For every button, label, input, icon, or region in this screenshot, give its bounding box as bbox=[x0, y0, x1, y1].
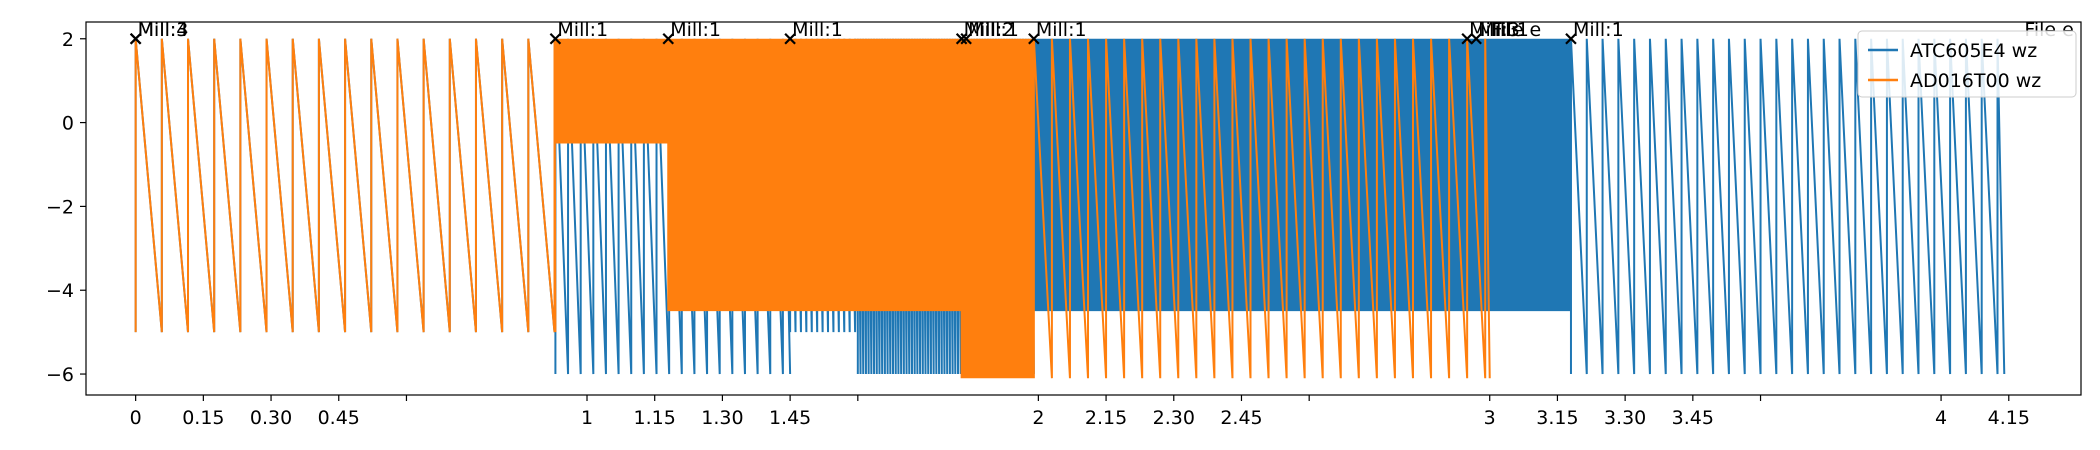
series-line-1 bbox=[134, 38, 1491, 379]
annotation-marker bbox=[1470, 32, 1482, 45]
annotation-label: Mill:1 bbox=[968, 19, 1019, 41]
y-tick-label: −6 bbox=[46, 364, 74, 386]
x-tick-label: 2 bbox=[1032, 407, 1044, 429]
y-tick-label: 0 bbox=[62, 113, 74, 135]
x-tick-label: 0 bbox=[130, 407, 142, 429]
annotation-marker bbox=[960, 32, 972, 45]
annotation-marker bbox=[1461, 32, 1473, 45]
x-tick-label: 2.15 bbox=[1085, 407, 1127, 429]
annotation-marker bbox=[955, 32, 968, 45]
annotation-marker bbox=[1028, 32, 1040, 45]
x-tick-label: 2.30 bbox=[1153, 407, 1195, 429]
x-tick-label: 4 bbox=[1935, 407, 1947, 429]
x-tick-label: 3.15 bbox=[1536, 407, 1578, 429]
annotation-marker bbox=[784, 32, 796, 45]
x-tick-label: 3 bbox=[1484, 407, 1496, 429]
x-axis: 0 0.15 0.30 0.45 1 1.15 1.30 1.45 2 2.15 2.30 2.45 3… bbox=[130, 395, 2030, 429]
annotation-label: Mill:1 bbox=[557, 19, 608, 41]
legend-label-atc605e4: ATC605E4 wz bbox=[1910, 40, 2037, 62]
annotation-label: Mill:1 bbox=[1478, 19, 1529, 41]
x-tick-label: 0.45 bbox=[318, 407, 360, 429]
y-tick-label: 2 bbox=[62, 29, 74, 51]
y-tick-label: −4 bbox=[46, 280, 74, 302]
x-tick-label: 1 bbox=[581, 407, 593, 429]
annotation-label: Mill:1 bbox=[792, 19, 843, 41]
annotation-label: Mill:1 bbox=[670, 19, 721, 41]
x-tick-label: 1.45 bbox=[769, 407, 811, 429]
x-tick-label: 1.30 bbox=[701, 407, 743, 429]
y-tick-label: −2 bbox=[46, 196, 74, 218]
x-tick-label: 4.15 bbox=[1988, 407, 2030, 429]
annotation-marker bbox=[129, 32, 142, 45]
x-tick-label: 1.15 bbox=[634, 407, 676, 429]
x-tick-label: 3.30 bbox=[1604, 407, 1646, 429]
annotation-marker bbox=[662, 32, 675, 45]
annotation-label: Mill:1 bbox=[1573, 19, 1624, 41]
x-tick-label: 0.15 bbox=[182, 407, 224, 429]
y-axis: 2 0 −2 −4 −6 bbox=[46, 29, 86, 386]
x-tick-label: 3.45 bbox=[1672, 407, 1714, 429]
annotation-label: Mill:3 bbox=[1469, 19, 1520, 41]
x-tick-label: 0.30 bbox=[250, 407, 292, 429]
annotation-label: File e bbox=[1492, 19, 1542, 41]
legend-label-ad016t00: AD016T00 wz bbox=[1910, 70, 2041, 92]
x-tick-label: 2.45 bbox=[1220, 407, 1262, 429]
annotation-label: Mill:3 bbox=[138, 19, 189, 41]
annotation-marker bbox=[549, 32, 562, 45]
plot-frame bbox=[85, 21, 2082, 396]
legend: ATC605E4 wz AD016T00 wz bbox=[1857, 30, 2077, 98]
annotation-label: Mill:4 bbox=[138, 19, 189, 41]
annotation-marker bbox=[1565, 32, 1577, 45]
annotation-label: Mill:1 bbox=[1036, 19, 1087, 41]
annotation-label: Mill:2 bbox=[964, 19, 1015, 41]
legend-box bbox=[1857, 30, 2077, 98]
